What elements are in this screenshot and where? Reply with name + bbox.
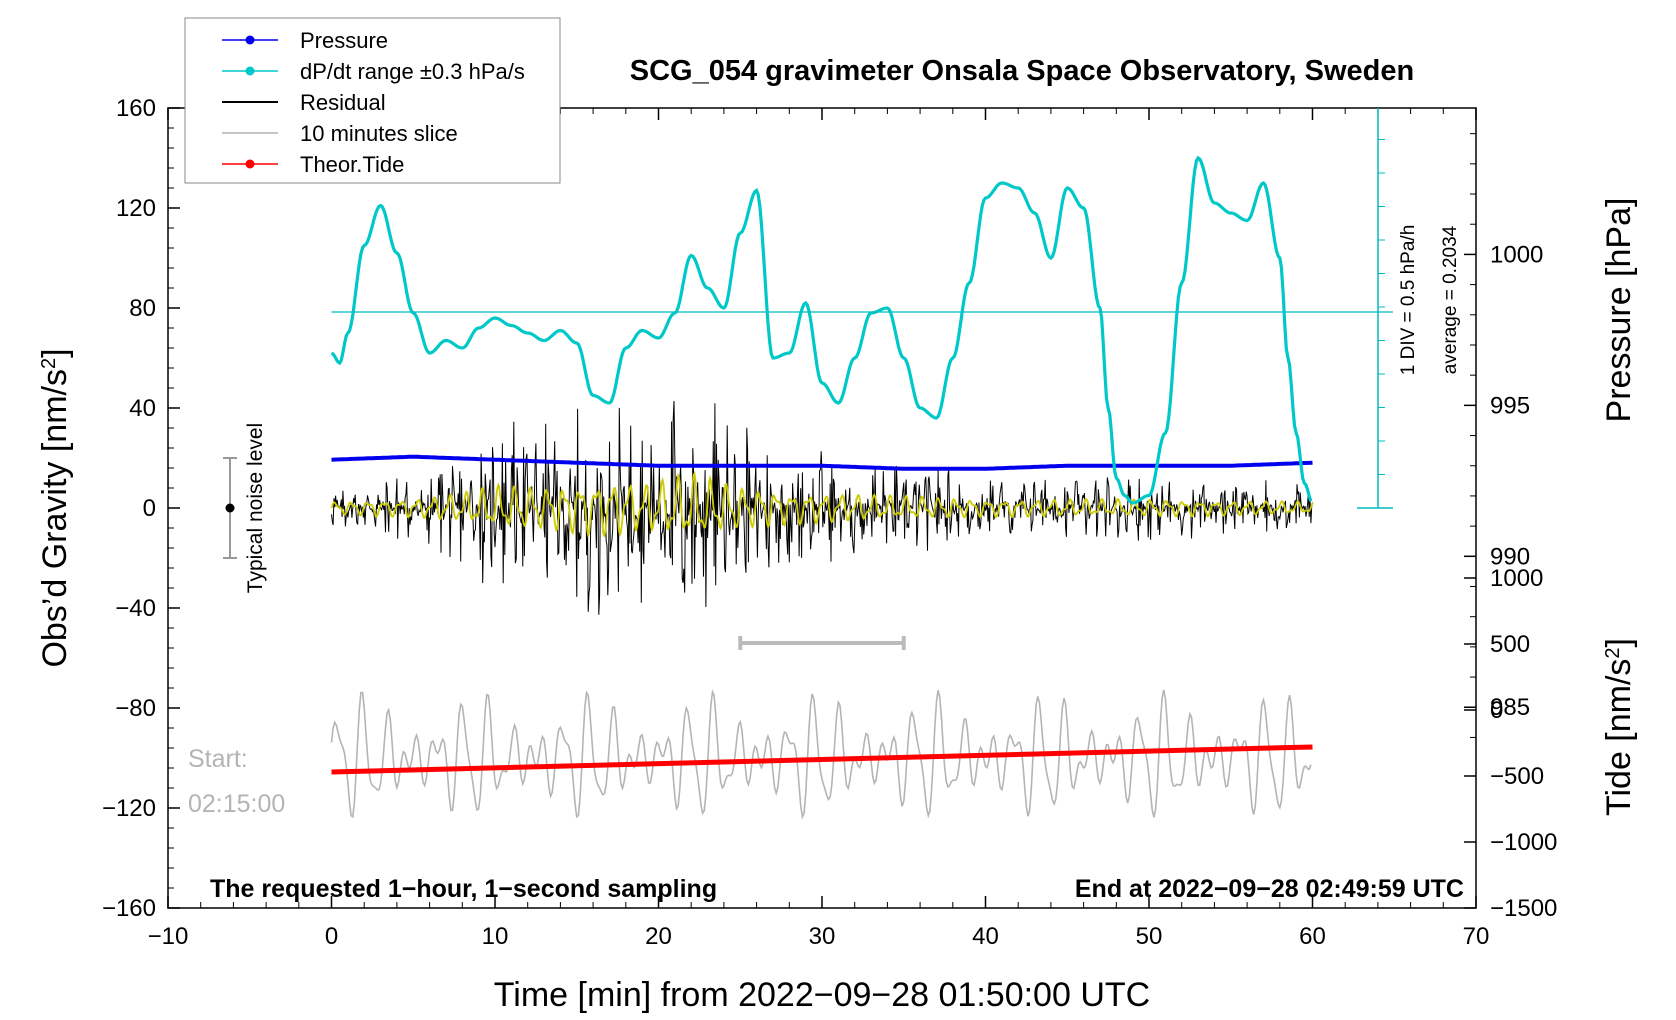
dpdt-series [330, 155, 1313, 505]
bottom-left-note: The requested 1−hour, 1−second sampling [210, 875, 717, 903]
x-tick-label: 60 [1299, 923, 1326, 950]
y-axis-label-left: Obs’d Gravity [nm/s2] [36, 348, 74, 667]
x-axis-label: Time [min] from 2022−09−28 01:50:00 UTC [494, 976, 1150, 1014]
y-tick-label: 120 [116, 195, 156, 222]
tide-line [331, 744, 1313, 775]
slice-scale-bar [738, 636, 906, 650]
y-axis-label-left-text: Obs’d Gravity [nm/s [36, 369, 74, 668]
pressure-tick-label: 985 [1490, 694, 1530, 721]
residual-series [330, 400, 1314, 615]
y-axis-label-tide-text: Tide [nm/s [1600, 659, 1638, 816]
x-tick-label: 40 [972, 923, 999, 950]
legend-label: 10 minutes slice [300, 121, 458, 146]
y-axis-label-tide-sup: 2 [1602, 647, 1624, 658]
legend-label: dP/dt range ±0.3 hPa/s [300, 59, 525, 84]
x-tick-label: 20 [645, 923, 672, 950]
y-axis-label-pressure: Pressure [hPa] [1600, 198, 1638, 423]
y-tick-label: 80 [129, 295, 156, 322]
y-axis-label-left-close: ] [36, 348, 74, 357]
y-tick-label: −40 [115, 595, 156, 622]
legend-marker [245, 35, 255, 45]
dpdt-scale-ticks [331, 139, 1393, 475]
x-tick-label: 10 [482, 923, 509, 950]
y-tick-label: −120 [102, 795, 156, 822]
x-tick-label: −10 [148, 923, 189, 950]
x-tick-label: 50 [1136, 923, 1163, 950]
bottom-right-note: End at 2022−09−28 02:49:59 UTC [1075, 875, 1464, 903]
legend-label: Residual [300, 90, 386, 115]
legend-marker [245, 66, 255, 76]
dpdt-div-label: 1 DIV = 0.5 hPa/h [1398, 225, 1419, 376]
y-left-axis-ticks: −160 −120 −80 −40 0 40 80 120 160 [102, 95, 180, 922]
pressure-tick-label: 990 [1490, 543, 1530, 570]
tide-tick-label: −1500 [1490, 895, 1557, 922]
residual-smoothed-line [330, 471, 1314, 538]
slice-series [330, 688, 1312, 820]
pressure-series [331, 454, 1313, 471]
slice-line [330, 688, 1312, 820]
tide-tick-label: −500 [1490, 763, 1544, 790]
y-axis-label-tide: Tide [nm/s2] [1600, 638, 1638, 816]
tide-tick-label: 0 [1490, 697, 1503, 724]
legend: Pressure dP/dt range ±0.3 hPa/s Residual 10… [184, 17, 561, 184]
pressure-line [331, 454, 1313, 471]
legend-box [184, 17, 561, 184]
x-tick-label: 0 [325, 923, 338, 950]
tide-tick-label: −1000 [1490, 829, 1557, 856]
tide-tick-label: 500 [1490, 631, 1530, 658]
legend-marker [245, 159, 255, 169]
chart-title: SCG_054 gravimeter Onsala Space Observat… [630, 55, 1414, 87]
residual-line [331, 400, 1313, 615]
pressure-tick-label: 995 [1490, 392, 1530, 419]
dpdt-line [330, 155, 1313, 505]
y-tick-label: 40 [129, 395, 156, 422]
pressure-axis-ticks: 985 990 995 1000 [1464, 133, 1543, 738]
tide-series [331, 744, 1313, 775]
legend-label: Pressure [300, 28, 388, 53]
y-axis-label-left-sup: 2 [38, 358, 60, 369]
dpdt-scale-axis [331, 108, 1393, 509]
tide-tick-label: 1000 [1490, 565, 1543, 592]
y-axis-label-tide-close: ] [1600, 638, 1638, 647]
dpdt-average-label: average = 0.2034 [1440, 225, 1461, 374]
noise-level-indicator: Typical noise level [223, 423, 267, 593]
x-tick-label: 70 [1463, 923, 1490, 950]
pressure-tick-label: 1000 [1490, 241, 1543, 268]
x-tick-label: 30 [809, 923, 836, 950]
start-label: Start: [188, 745, 248, 773]
y-tick-label: 160 [116, 95, 156, 122]
y-tick-label: −80 [115, 695, 156, 722]
y-tick-label: 0 [143, 495, 156, 522]
tide-axis-ticks: −1500 −1000 −500 0 500 1000 [1464, 565, 1557, 922]
x-axis-ticks: −10 0 10 20 30 40 50 60 70 [148, 108, 1490, 950]
legend-label: Theor.Tide [300, 152, 404, 177]
y-tick-label: −160 [102, 895, 156, 922]
noise-level-dot [225, 503, 235, 513]
legend-items: Pressure dP/dt range ±0.3 hPa/s Residual 10… [222, 28, 525, 177]
noise-level-label: Typical noise level [244, 423, 267, 593]
start-time: 02:15:00 [188, 790, 285, 818]
